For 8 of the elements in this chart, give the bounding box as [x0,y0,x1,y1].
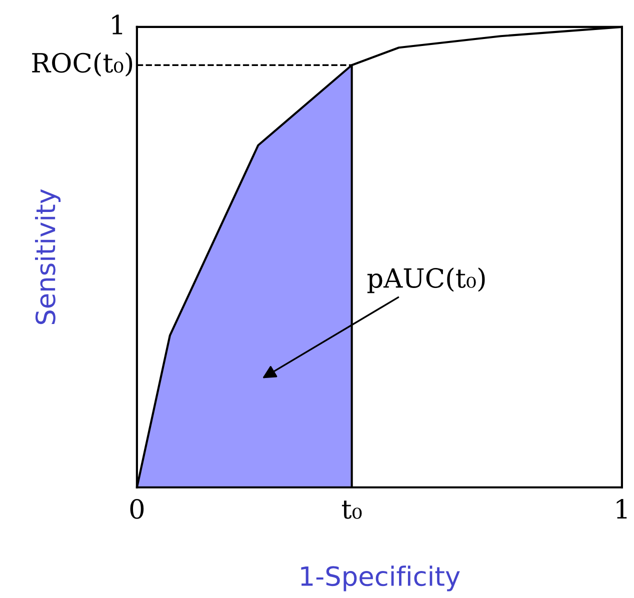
x-tick-label: t₀ [342,500,362,519]
x-axis-title: 1-Specificity [301,566,460,592]
ref-line-label: ROC(t₀) [32,52,132,77]
y-axis-title: Sensitivity [35,189,61,324]
text: 1 [112,14,122,34]
x-tick-label: 1 [616,498,627,519]
x-tick-label: 0 [130,498,144,519]
annotation: pAUC(t₀) [367,268,485,294]
